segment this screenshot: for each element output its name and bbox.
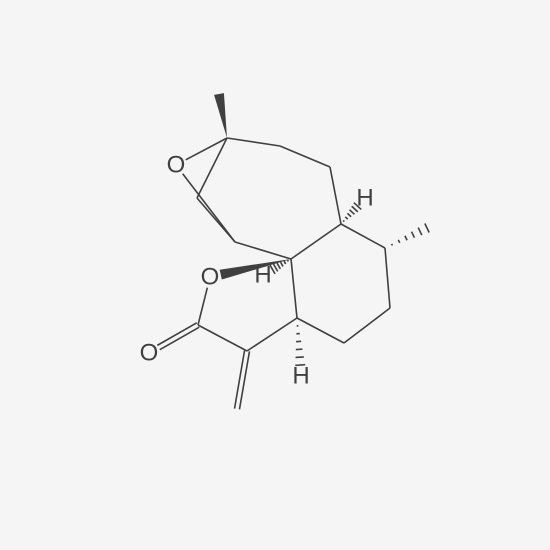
atom-label-H9: H: [254, 262, 271, 289]
atom-label-O_lac: O: [201, 264, 220, 291]
molecule-canvas: { "canvas": { "width": 550, "height": 55…: [0, 0, 550, 550]
atom-label-O_ep: O: [167, 152, 186, 179]
molecule-svg: O H H O O H: [0, 0, 550, 550]
atom-label-H4: H: [356, 185, 373, 212]
atom-label-H8: H: [292, 363, 309, 390]
atom-label-O_co: O: [140, 340, 159, 367]
